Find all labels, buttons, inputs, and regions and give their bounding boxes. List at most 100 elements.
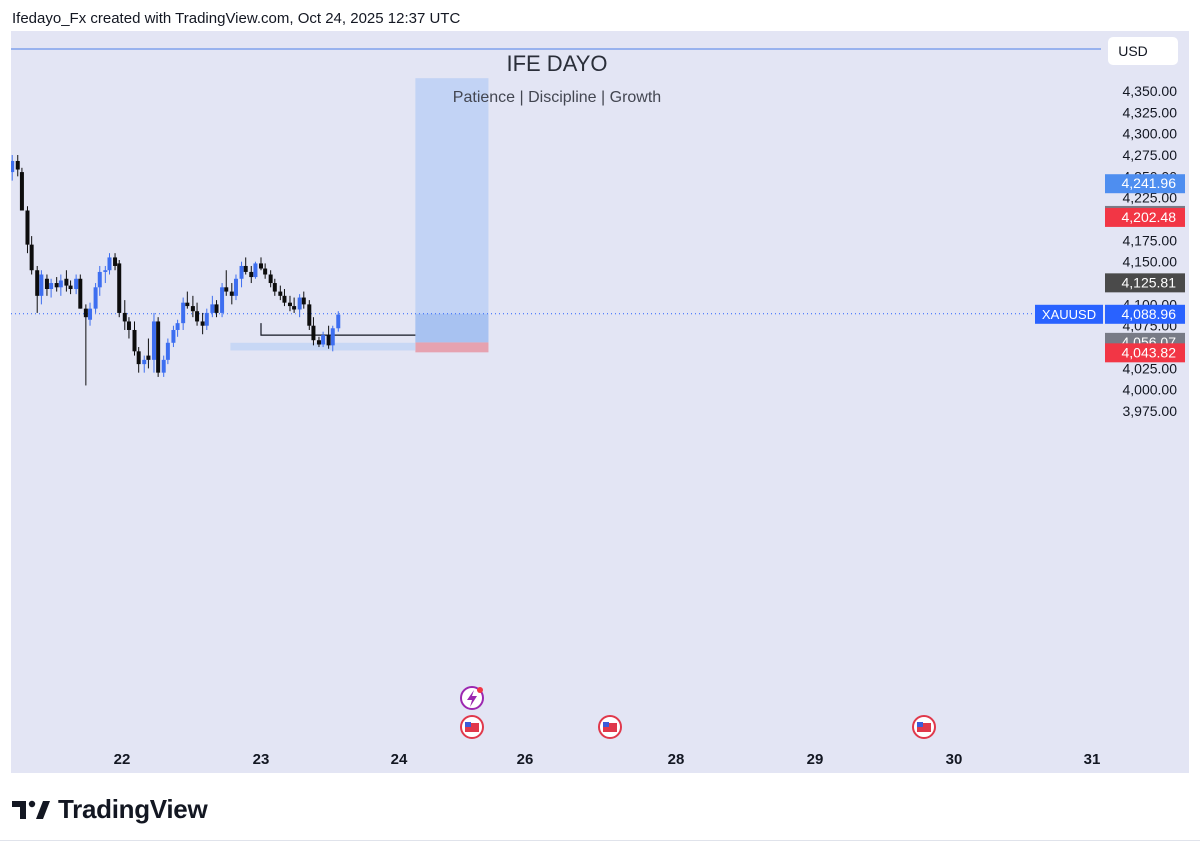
currency-box[interactable] <box>1108 37 1178 65</box>
candle-body[interactable] <box>233 278 238 296</box>
price-label-box[interactable] <box>1105 304 1185 324</box>
y-tick-label: 4,225.00 <box>1123 190 1178 206</box>
candle-body[interactable] <box>292 306 297 310</box>
footer-brand: TradingView <box>12 794 208 825</box>
candle-body[interactable] <box>336 314 341 329</box>
candle-body[interactable] <box>249 271 254 278</box>
price-label: 4,241.96 <box>1122 175 1177 191</box>
stop-zone[interactable] <box>415 342 489 353</box>
price-label-box[interactable] <box>1105 174 1185 194</box>
candle-body[interactable] <box>195 311 200 322</box>
candle-body[interactable] <box>297 297 302 310</box>
bottom-divider <box>0 840 1200 841</box>
liquidity-line[interactable] <box>260 323 416 336</box>
candle-body[interactable] <box>44 278 49 290</box>
chart-subtitle: Patience | Discipline | Growth <box>453 89 661 106</box>
candle-body[interactable] <box>19 172 24 211</box>
candle-body[interactable] <box>142 359 147 365</box>
candle-body[interactable] <box>136 351 141 365</box>
symbol-tag[interactable] <box>1035 304 1103 324</box>
candle-body[interactable] <box>287 302 292 307</box>
chart-panel[interactable]: IFE DAYO Patience | Discipline | Growth US… <box>11 31 1189 773</box>
candle-body[interactable] <box>330 328 335 346</box>
candle-body[interactable] <box>25 210 30 245</box>
notification-dot <box>477 687 483 693</box>
target-zone[interactable] <box>415 78 489 343</box>
candle-body[interactable] <box>107 257 112 271</box>
candle-body[interactable] <box>307 304 312 326</box>
candle-body[interactable] <box>78 278 83 309</box>
candle-body[interactable] <box>171 329 176 343</box>
candle-body[interactable] <box>132 329 137 352</box>
candle-body[interactable] <box>181 302 186 324</box>
x-tick-label: 29 <box>807 751 824 768</box>
candle-body[interactable] <box>97 271 102 288</box>
candle-body[interactable] <box>214 304 219 313</box>
candle-body[interactable] <box>103 270 108 272</box>
candle-body[interactable] <box>161 359 166 373</box>
candle-body[interactable] <box>39 274 44 296</box>
x-tick-label: 24 <box>391 751 408 768</box>
candle-body[interactable] <box>93 287 98 309</box>
candle-body[interactable] <box>113 257 118 266</box>
candle-body[interactable] <box>224 287 229 292</box>
candle-body[interactable] <box>316 340 321 345</box>
candle-body[interactable] <box>35 270 40 296</box>
candle-body[interactable] <box>54 283 59 288</box>
price-label-box[interactable] <box>1105 207 1185 227</box>
candle-body[interactable] <box>301 297 306 305</box>
candle-body[interactable] <box>210 304 215 313</box>
candle-body[interactable] <box>68 285 73 290</box>
candle-body[interactable] <box>64 278 69 286</box>
x-tick-label: 22 <box>114 751 131 768</box>
x-tick-label: 30 <box>946 751 963 768</box>
candle-body[interactable] <box>29 244 34 271</box>
candle-body[interactable] <box>253 263 258 278</box>
candle-body[interactable] <box>259 263 263 269</box>
candle-body[interactable] <box>282 295 287 303</box>
candle-body[interactable] <box>11 160 15 173</box>
candle-body[interactable] <box>190 306 195 312</box>
candle-body[interactable] <box>122 312 127 322</box>
candle-body[interactable] <box>15 160 20 170</box>
us-flag-icon-canton <box>465 722 471 727</box>
candle-body[interactable] <box>156 321 161 373</box>
candle-body[interactable] <box>126 321 131 330</box>
price-label-box[interactable] <box>1105 343 1185 363</box>
y-tick-label: 4,025.00 <box>1123 360 1178 376</box>
candle-body[interactable] <box>229 291 234 296</box>
candle-body[interactable] <box>278 291 283 296</box>
tradingview-logo-icon <box>12 800 50 819</box>
candle-body[interactable] <box>321 335 326 345</box>
x-tick-label: 31 <box>1084 751 1101 768</box>
candle-body[interactable] <box>263 268 268 275</box>
candle-body[interactable] <box>272 283 277 292</box>
candle-body[interactable] <box>326 335 331 346</box>
currency-label: USD <box>1118 43 1148 59</box>
candle-body[interactable] <box>165 342 170 360</box>
candle-body[interactable] <box>185 302 190 307</box>
candle-body[interactable] <box>146 355 151 360</box>
candle-body[interactable] <box>268 274 273 284</box>
price-label: 4,088.96 <box>1122 306 1177 322</box>
candle-body[interactable] <box>117 263 122 313</box>
candle-body[interactable] <box>49 283 54 290</box>
price-chart[interactable]: IFE DAYO Patience | Discipline | Growth US… <box>11 31 1189 773</box>
candle-body[interactable] <box>88 308 93 320</box>
candle-body[interactable] <box>151 321 156 360</box>
candle-body[interactable] <box>204 312 209 326</box>
candle-body[interactable] <box>175 323 180 330</box>
price-label-box[interactable] <box>1105 273 1185 293</box>
price-label: 4,202.48 <box>1122 209 1177 225</box>
candle-body[interactable] <box>311 325 316 341</box>
candle-body[interactable] <box>200 321 205 326</box>
candle-body[interactable] <box>220 287 225 313</box>
us-flag-icon-canton <box>917 722 923 727</box>
us-flag-icon-stripe <box>603 723 617 732</box>
candle-body[interactable] <box>74 278 79 290</box>
candle-body[interactable] <box>239 265 244 279</box>
candle-body[interactable] <box>58 280 63 288</box>
candle-body[interactable] <box>83 308 88 318</box>
candle-body[interactable] <box>243 265 248 272</box>
price-label: 4,125.81 <box>1122 274 1177 290</box>
